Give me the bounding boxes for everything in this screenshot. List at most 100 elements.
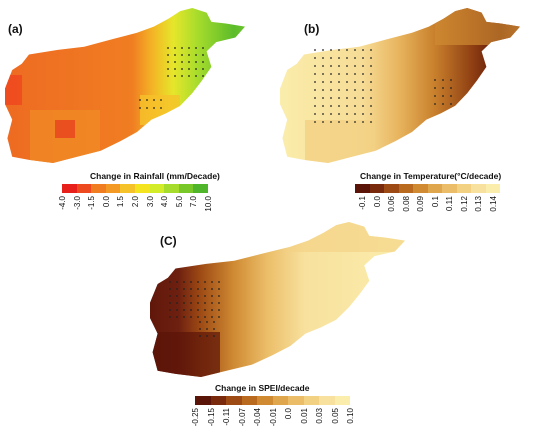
significance-dot	[338, 121, 340, 123]
legend-tick-label: 0.01	[299, 408, 309, 424]
significance-dot	[362, 113, 364, 115]
significance-dot	[338, 105, 340, 107]
significance-dot	[314, 121, 316, 123]
legend-swatch	[384, 184, 399, 193]
significance-dot	[362, 49, 364, 51]
legend-swatch	[134, 184, 150, 193]
significance-dot	[169, 281, 171, 283]
significance-dot	[139, 107, 141, 109]
legend-tick-label: 0.0	[284, 408, 293, 420]
significance-dot	[218, 302, 220, 304]
significance-dot	[211, 316, 213, 318]
significance-dot	[354, 81, 356, 83]
significance-dot	[202, 54, 204, 56]
significance-dot	[190, 302, 192, 304]
significance-dot	[183, 288, 185, 290]
significance-dot	[174, 47, 176, 49]
significance-dot	[314, 65, 316, 67]
significance-dot	[188, 61, 190, 63]
legend-tick-label: 0.12	[459, 196, 469, 212]
significance-dot	[346, 89, 348, 91]
significance-dot	[330, 57, 332, 59]
legend-swatch	[471, 184, 486, 193]
significance-dot	[434, 95, 436, 97]
significance-dot	[322, 121, 324, 123]
significance-dot	[362, 73, 364, 75]
significance-dot	[197, 302, 199, 304]
significance-dot	[338, 81, 340, 83]
significance-dot	[370, 57, 372, 59]
significance-dot	[211, 288, 213, 290]
significance-dot	[354, 49, 356, 51]
significance-dot	[322, 105, 324, 107]
significance-dot	[160, 107, 162, 109]
significance-dot	[195, 75, 197, 77]
legend-swatch	[193, 184, 208, 193]
legend-tick-label: 10.0	[204, 196, 213, 212]
significance-dot	[330, 65, 332, 67]
significance-dot	[190, 281, 192, 283]
significance-dot	[167, 47, 169, 49]
significance-dot	[322, 89, 324, 91]
legend-swatch	[413, 184, 428, 193]
significance-dot	[322, 65, 324, 67]
significance-dot	[204, 309, 206, 311]
significance-dot	[354, 65, 356, 67]
legend-swatch	[319, 396, 335, 405]
panel-c-label: (C)	[160, 234, 177, 248]
legend-tick-label: 0.09	[416, 196, 426, 212]
legend-swatch	[105, 184, 121, 193]
significance-dot	[362, 121, 364, 123]
significance-dot	[181, 68, 183, 70]
significance-dot	[338, 97, 340, 99]
significance-dot	[370, 65, 372, 67]
significance-dot	[314, 81, 316, 83]
legend-tick-label: -0.15	[206, 408, 216, 427]
significance-dot	[206, 328, 208, 330]
legend-swatch	[91, 184, 106, 193]
significance-dot	[188, 75, 190, 77]
significance-dot	[330, 49, 332, 51]
significance-dot	[442, 79, 444, 81]
rainfall-legend-title: Change in Rainfall (mm/Decade)	[90, 171, 220, 181]
legend-swatch	[398, 184, 413, 193]
significance-dot	[181, 54, 183, 56]
legend-tick-label: -0.07	[237, 408, 247, 427]
significance-dot	[181, 61, 183, 63]
significance-dot	[153, 99, 155, 101]
significance-dot	[354, 97, 356, 99]
significance-dot	[204, 302, 206, 304]
significance-dot	[218, 288, 220, 290]
significance-dot	[174, 68, 176, 70]
significance-dot	[188, 68, 190, 70]
significance-dot	[197, 288, 199, 290]
significance-dot	[322, 97, 324, 99]
significance-dot	[338, 89, 340, 91]
significance-dot	[330, 89, 332, 91]
significance-dot	[322, 73, 324, 75]
significance-dot	[176, 316, 178, 318]
significance-dot	[362, 65, 364, 67]
significance-dot	[314, 97, 316, 99]
significance-dot	[442, 95, 444, 97]
significance-dot	[370, 81, 372, 83]
significance-dot	[370, 49, 372, 51]
significance-dot	[354, 121, 356, 123]
significance-dot	[322, 49, 324, 51]
legend-swatch	[334, 396, 350, 405]
legend-tick-label: 0.1	[430, 196, 440, 208]
panel-b-label: (b)	[304, 22, 320, 36]
significance-dot	[188, 47, 190, 49]
significance-dot	[442, 103, 444, 105]
legend-swatch	[149, 184, 165, 193]
significance-dot	[153, 107, 155, 109]
significance-dot	[176, 295, 178, 297]
legend-tick-label: 7.0	[189, 196, 199, 208]
significance-dot	[338, 113, 340, 115]
legend-swatch	[485, 184, 500, 193]
significance-dot	[183, 302, 185, 304]
significance-dot	[181, 75, 183, 77]
significance-dot	[370, 73, 372, 75]
significance-dot	[442, 87, 444, 89]
significance-dot	[370, 113, 372, 115]
